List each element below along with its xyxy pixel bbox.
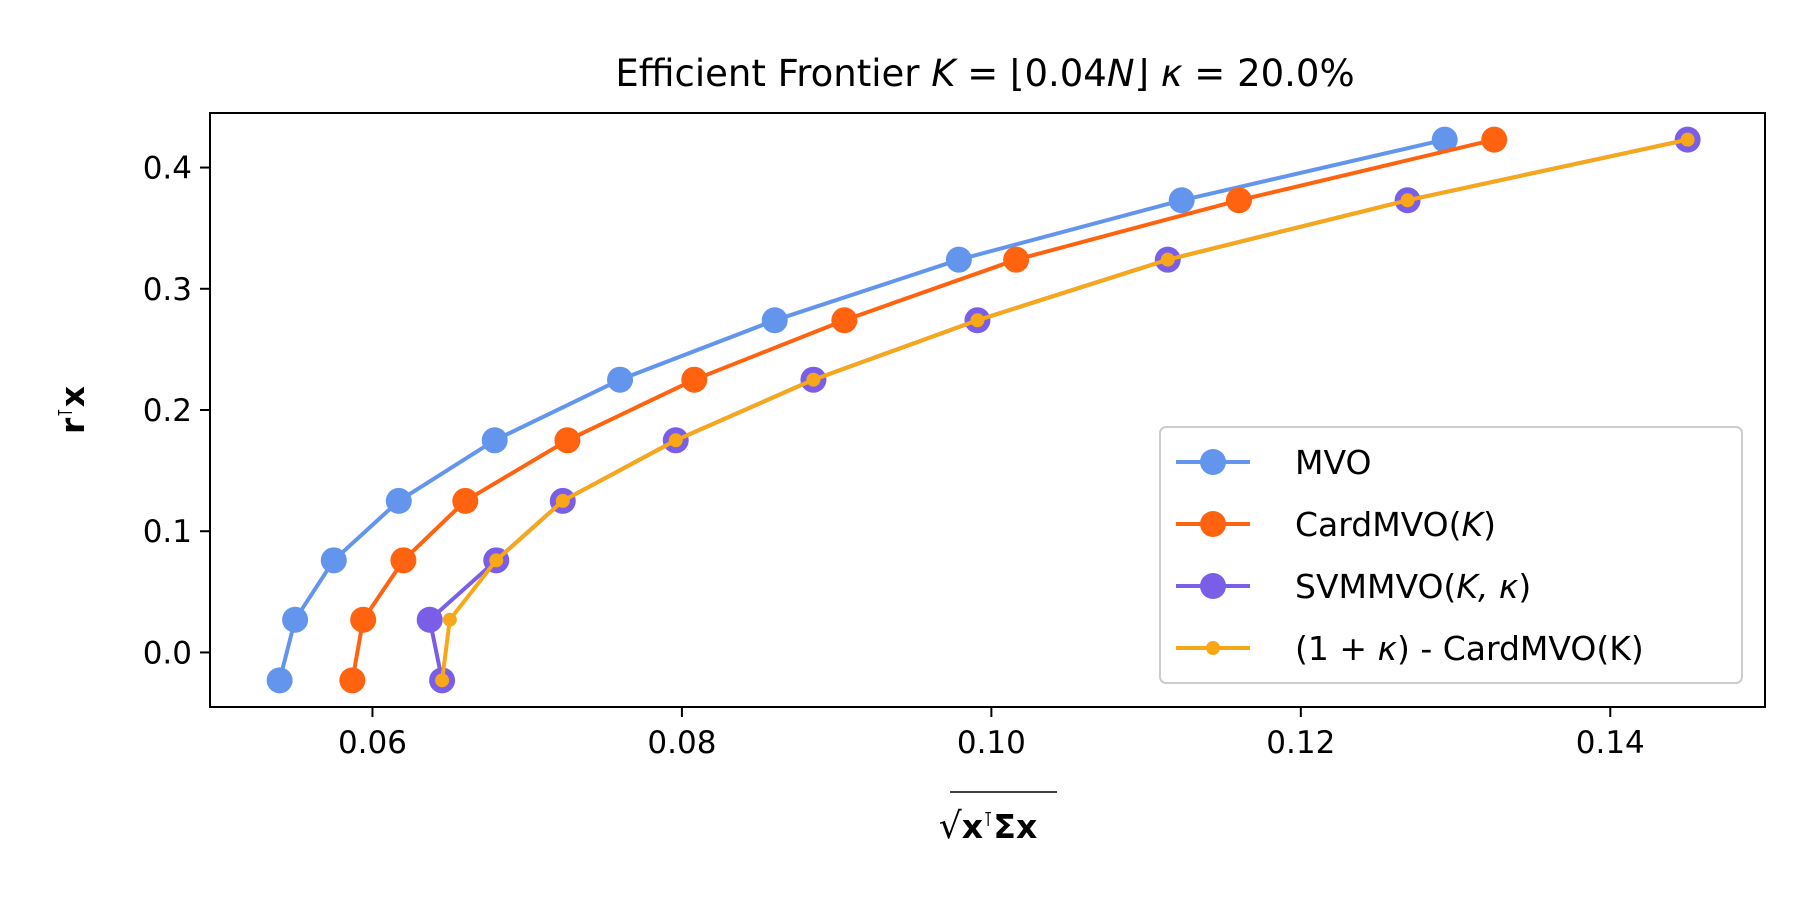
data-point (1400, 193, 1415, 208)
title-kappa: κ (1161, 52, 1183, 95)
title-k: K (931, 52, 958, 95)
title-k-expr-end: ⌋ (1135, 52, 1161, 95)
data-point (1680, 132, 1695, 147)
legend-item: MVO (1176, 443, 1371, 482)
data-point (442, 612, 457, 627)
chart-title: Efficient Frontier K = ⌊0.04N⌋ κ = 20.0% (615, 52, 1354, 95)
legend-box (1159, 426, 1743, 684)
data-point (452, 487, 479, 514)
legend-label: SVMMVO(K, κ) (1295, 567, 1531, 606)
title-n: N (1107, 52, 1135, 95)
series-line (350, 137, 1495, 681)
data-point (350, 606, 377, 633)
legend-label: (1 + κ) - CardMVO(K) (1295, 629, 1644, 668)
data-point (1431, 126, 1458, 153)
x-tick-label: 0.12 (1266, 725, 1335, 761)
data-point (607, 366, 634, 393)
data-point (668, 433, 683, 448)
data-point (1160, 252, 1175, 267)
axis-ticks: 0.06 0.08 0.10 0.12 0.14 0.0 0.1 0.2 0.3 0.4 (143, 151, 1645, 761)
legend-label: CardMVO(K) (1295, 505, 1496, 544)
legend-marker (1200, 511, 1226, 537)
x-axis-label: √x⊺Σx (939, 791, 1057, 847)
y-axis-label: r⊺x (53, 386, 92, 434)
legend: MVO CardMVO(K) SVMMVO(K, κ) (1 + κ) - CardM… (1159, 426, 1743, 684)
data-point (761, 307, 788, 334)
data-point (385, 487, 412, 514)
title-prefix: Efficient Frontier (615, 52, 931, 95)
series-layer (266, 126, 1701, 694)
data-point (1225, 187, 1252, 214)
y-tick-label: 0.0 (143, 635, 192, 671)
x-tick-label: 0.08 (647, 725, 716, 761)
legend-item: CardMVO(K) (1176, 505, 1496, 544)
data-point (266, 667, 293, 694)
series-2 (339, 126, 1508, 694)
x-tick-label: 0.14 (1576, 725, 1645, 761)
title-kappa-expr: = 20.0% (1183, 52, 1355, 95)
data-point (681, 366, 708, 393)
data-point (970, 313, 985, 328)
data-point (416, 606, 443, 633)
data-point (320, 547, 347, 574)
data-point (390, 547, 417, 574)
y-tick-label: 0.3 (143, 272, 192, 308)
y-tick-label: 0.1 (143, 514, 192, 550)
series-line (277, 137, 1446, 681)
data-point (435, 673, 450, 688)
series-1 (266, 126, 1458, 694)
title-k-expr: = ⌊0.04 (956, 52, 1107, 95)
legend-marker (1206, 641, 1220, 655)
x-tick-label: 0.06 (338, 725, 407, 761)
data-point (831, 307, 858, 334)
y-tick-label: 0.4 (143, 151, 192, 187)
data-point (489, 553, 504, 568)
data-point (1481, 126, 1508, 153)
legend-label: MVO (1295, 443, 1371, 482)
series-line (440, 137, 1689, 681)
data-point (1168, 187, 1195, 214)
data-point (554, 427, 581, 454)
data-point (555, 493, 570, 508)
data-point (806, 372, 821, 387)
series-4 (435, 132, 1695, 688)
legend-item: SVMMVO(K, κ) (1176, 567, 1531, 606)
legend-marker (1200, 573, 1226, 599)
data-point (945, 246, 972, 273)
data-point (481, 427, 508, 454)
legend-marker (1200, 449, 1226, 475)
svg-text:√x⊺Σx: √x⊺Σx (939, 806, 1038, 847)
data-point (1003, 246, 1030, 273)
data-point (282, 606, 309, 633)
y-tick-label: 0.2 (143, 393, 192, 429)
data-point (339, 667, 366, 694)
legend-item: (1 + κ) - CardMVO(K) (1176, 629, 1644, 668)
x-tick-label: 0.10 (957, 725, 1026, 761)
